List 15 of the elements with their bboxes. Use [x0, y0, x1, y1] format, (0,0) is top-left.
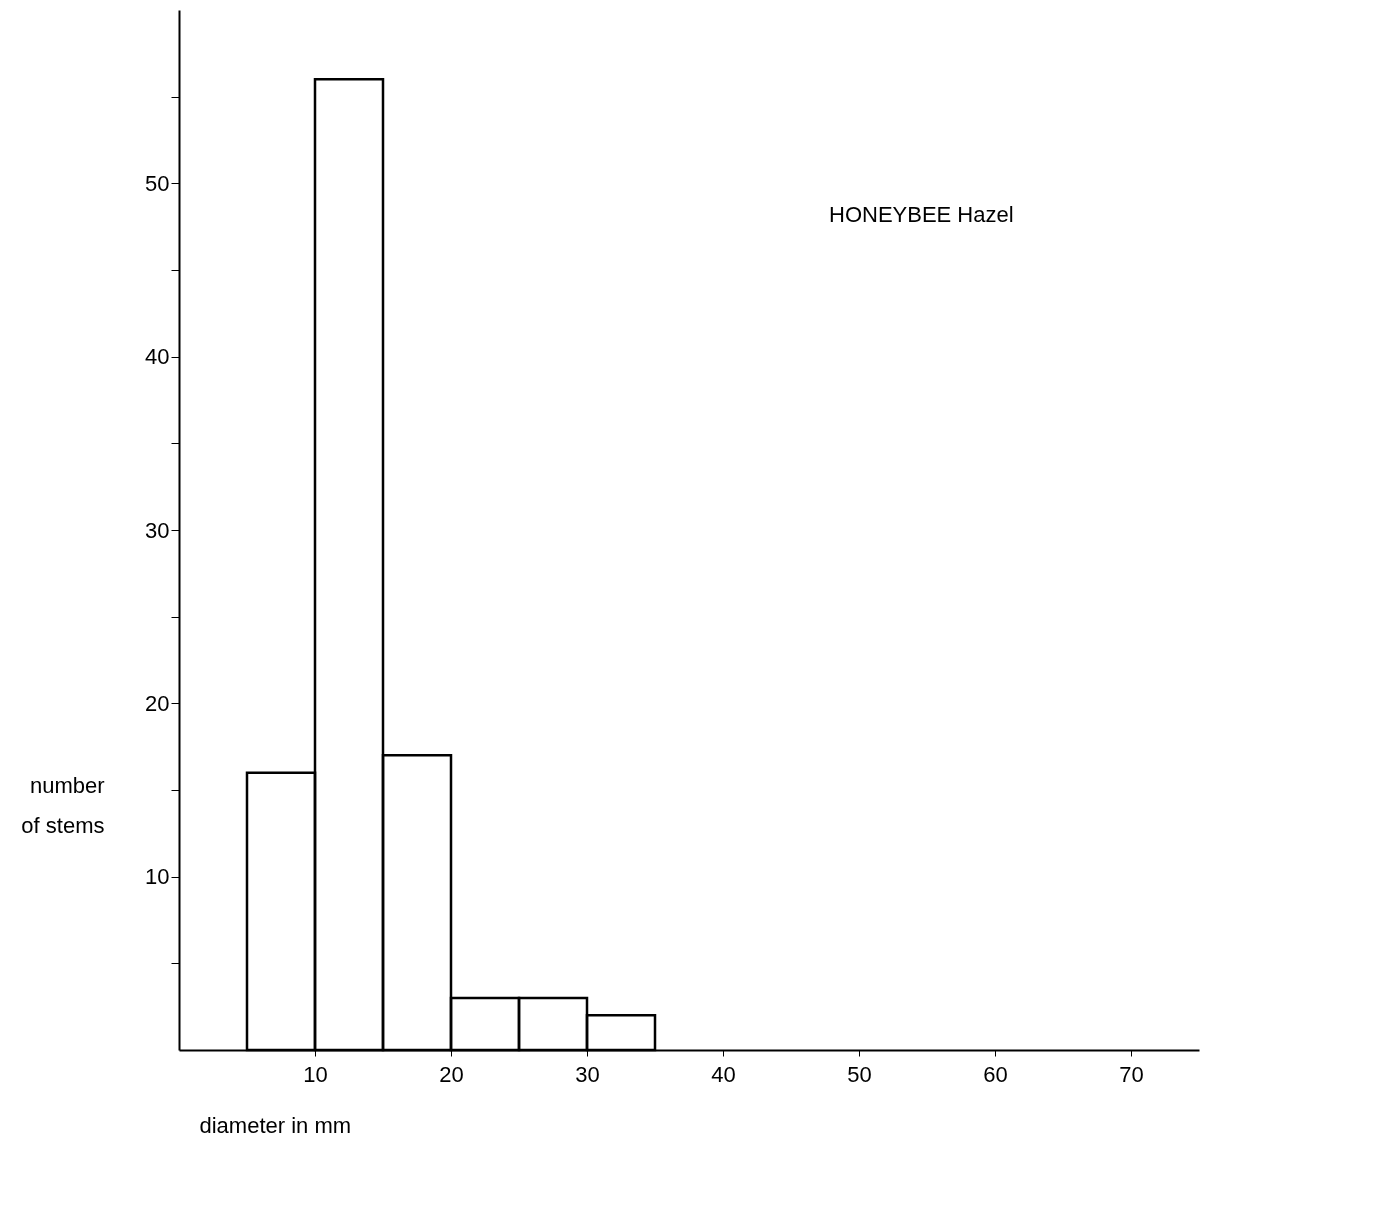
y-tick-label: 30: [145, 517, 170, 543]
x-tick-label: 20: [439, 1061, 464, 1087]
x-tick-label: 50: [847, 1061, 872, 1087]
x-tick-label: 60: [983, 1061, 1008, 1087]
y-tick-label: 40: [145, 344, 170, 370]
x-tick-label: 70: [1119, 1061, 1144, 1087]
y-axis-title: number of stems: [21, 772, 105, 838]
x-tick-label: 30: [575, 1061, 600, 1087]
x-axis-title: diameter in mm: [199, 1112, 352, 1138]
y-tick-label: 20: [145, 690, 170, 716]
y-tick-label: 50: [145, 170, 170, 196]
annotation: HONEYBEE Hazel: [829, 202, 1014, 227]
x-tick-label: 40: [711, 1061, 736, 1087]
y-tick-label: 10: [145, 864, 170, 890]
x-tick-label: 10: [303, 1061, 328, 1087]
